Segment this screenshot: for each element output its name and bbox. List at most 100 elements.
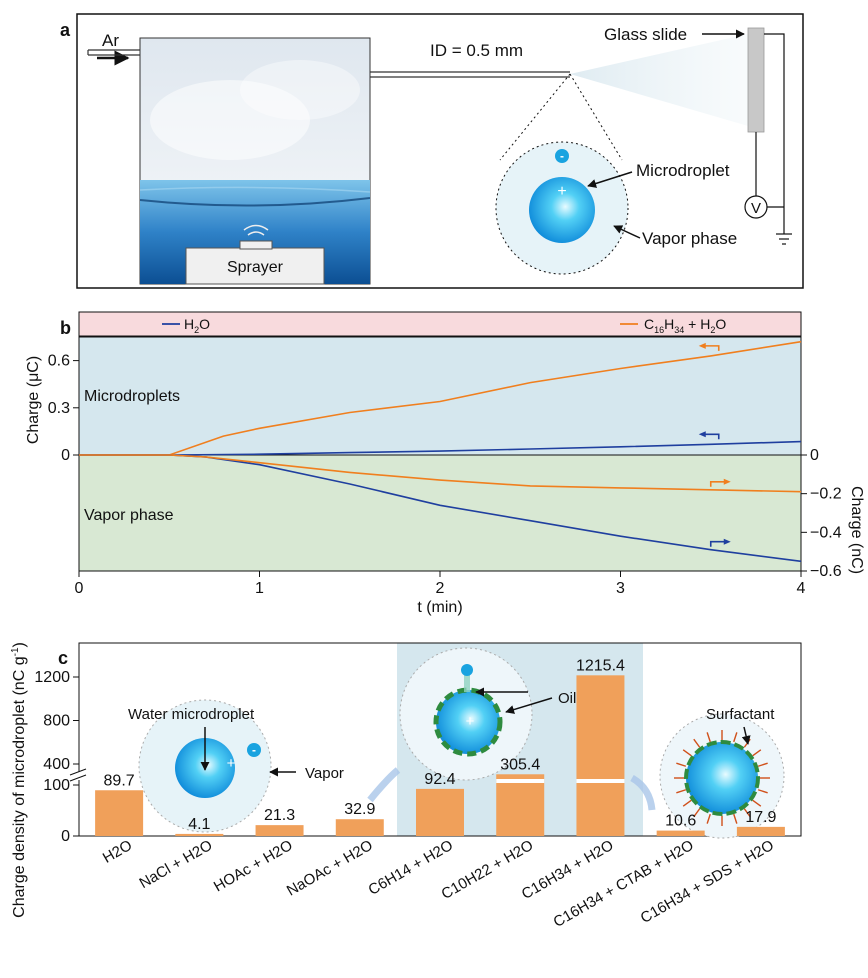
x-tick-label: 1: [255, 580, 264, 597]
y-left-tick-label: 0.6: [48, 353, 70, 370]
surfactant-tail: [693, 738, 701, 748]
bar-value-label: 92.4: [424, 771, 455, 788]
surfactant-tail: [757, 789, 768, 794]
oil-coated-droplet: [433, 687, 503, 757]
surfactant-tail: [706, 813, 711, 824]
series-line: [79, 454, 802, 493]
panel-c-bars: 89.7 4.1 21.3 32.9 92.4 305.4 1215.4 10.6 17.9: [95, 657, 785, 836]
vapor-region: [79, 455, 801, 571]
panel-c-axes: 0 100 400 800 1200: [34, 669, 88, 845]
surfactant-tail: [682, 749, 692, 757]
bar: [416, 788, 464, 836]
y-tick-label-c: 0: [61, 828, 70, 845]
surfactant-tail: [733, 732, 738, 743]
category-label: H2O: [100, 837, 135, 867]
oil-label: Oil: [558, 690, 576, 707]
panel-b-axes: 0 1 2 3 4 0 0.3 0.6 0 −0.2 −0.4 −0.6: [48, 353, 842, 597]
vapor-label-c: Vapor: [305, 765, 344, 782]
series-line: [79, 440, 802, 456]
surfactant-tail: [743, 808, 751, 818]
surfactant-tails-icon: [674, 730, 770, 826]
axis-arrowhead-icon: [723, 538, 731, 545]
surfactant-tail: [682, 799, 692, 807]
surfactant-tail: [733, 813, 738, 824]
axis-arrow-icon: [709, 540, 725, 547]
y-tick-label-c: 400: [43, 756, 70, 773]
axis-break: [70, 772, 88, 780]
surfactant-tail: [676, 762, 687, 767]
y-tick-label-c: 1200: [34, 669, 70, 686]
bar: [175, 833, 224, 836]
negative-ion-icon: [555, 149, 569, 163]
y-left-tick-label: 0.3: [48, 400, 70, 417]
ylabel-c: Charge density of microdroplet (nC g-1): [10, 642, 28, 918]
bar: [576, 675, 625, 836]
panel-b-letter: b: [60, 318, 71, 338]
inner-diameter-label: ID = 0.5 mm: [430, 41, 523, 60]
axis-break-mark: [69, 774, 87, 782]
glass-slide: [747, 27, 765, 133]
axis-arrow-icon: [709, 480, 725, 487]
microdroplets-region: [79, 337, 801, 455]
bar-break: [576, 779, 625, 783]
bar: [736, 826, 785, 836]
spray-plume: [570, 34, 748, 126]
axis-arrow-icon: [704, 345, 720, 351]
x-tick-label: 4: [797, 580, 806, 597]
axis-arrowhead-icon: [698, 342, 706, 349]
panel-b: b H2O C16H34 + H2O Microdroplets Vapor p…: [25, 311, 865, 616]
surfactant-label: Surfactant: [706, 706, 775, 723]
voltmeter-label: V: [751, 200, 761, 217]
surfactant-tail: [693, 808, 701, 818]
x-tick-label: 0: [75, 580, 84, 597]
legend-bar: [78, 311, 802, 337]
bar: [95, 790, 144, 836]
microdroplet-label: Microdroplet: [636, 161, 730, 180]
category-label: HOAc + H2O: [211, 837, 296, 896]
ultrasound-wave-icon: [247, 231, 265, 236]
category-label: NaOAc + H2O: [284, 837, 376, 900]
panel-c-letter: c: [58, 648, 68, 668]
svg-text:-: -: [252, 743, 256, 757]
y-tick-label-c: 800: [43, 713, 70, 730]
water-negative-ion-icon: [247, 743, 261, 757]
bar-value-label: 305.4: [500, 756, 540, 773]
vapor-arrow-icon: [613, 225, 641, 239]
bar: [335, 819, 384, 836]
x-tick-label: 2: [436, 580, 445, 597]
sprayer-label: Sprayer: [227, 259, 284, 276]
category-label: C16H34 + CTAB + H2O: [550, 837, 696, 931]
axis-arrowhead-icon: [698, 431, 706, 438]
svg-text:-: -: [560, 149, 564, 163]
y-left-tick-label: 0: [61, 447, 70, 464]
vapor-phase-label: Vapor phase: [642, 229, 737, 248]
water-positive-icon: +: [227, 755, 236, 772]
panel-a-frame: [76, 13, 804, 289]
bar-value-label: 21.3: [264, 807, 295, 824]
panel-b-series: [79, 340, 802, 563]
flow-arrow-1-icon: [367, 767, 401, 803]
microdroplet-sphere: [529, 177, 595, 243]
surfactant-tail: [676, 789, 687, 794]
bar: [656, 830, 705, 836]
panel-a-letter: a: [60, 20, 71, 40]
bar-value-label: 17.9: [745, 809, 776, 826]
ylabel-left-b: Charge (μC): [25, 356, 42, 444]
xlabel-b: t (min): [417, 599, 462, 616]
category-label: C16H34 + SDS + H2O: [638, 837, 777, 927]
bar-value-label: 1215.4: [576, 657, 625, 674]
bar-value-label: 10.6: [665, 813, 696, 830]
legend-label-c16h34: C16H34 + H2O: [644, 316, 726, 335]
surfactant-droplet: [684, 740, 760, 816]
flow-arrow-2-icon: [630, 774, 656, 811]
surfactant-tail: [752, 749, 762, 757]
y-tick-label-c: 100: [43, 777, 70, 794]
y-right-tick-label: −0.6: [810, 563, 842, 580]
bar-value-label: 4.1: [188, 816, 210, 833]
oil-negative-ion-icon: [461, 664, 473, 676]
y-right-tick-label: −0.4: [810, 524, 842, 541]
panel-a: a Ar Sprayer ID = 0.5 mm Glass slide V: [60, 13, 804, 289]
